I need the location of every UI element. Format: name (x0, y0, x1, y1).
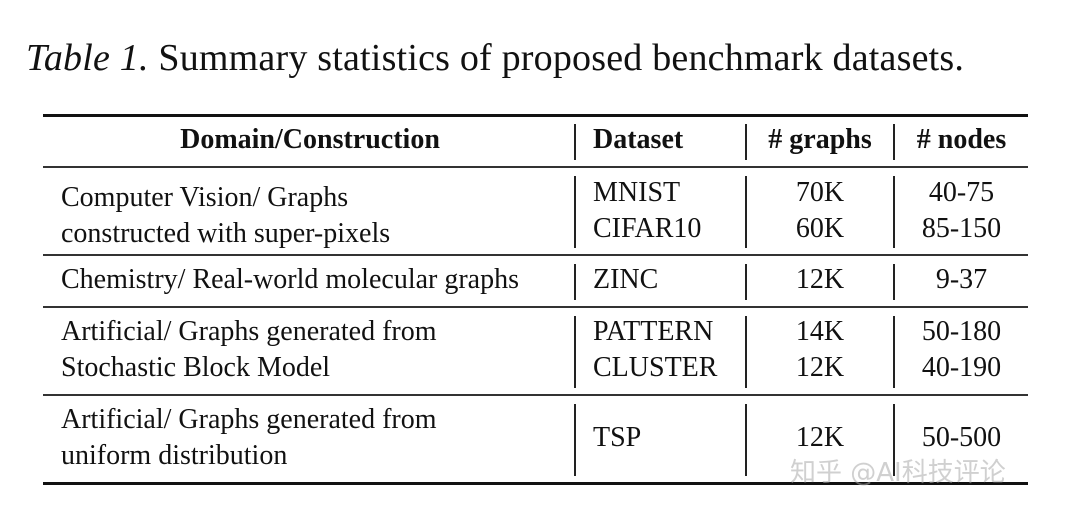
column-divider (574, 124, 576, 160)
graphs-cell: 12K (795, 352, 845, 383)
header-rule (43, 166, 1028, 168)
nodes-cell: 9-37 (935, 264, 988, 295)
group-divider-2 (43, 306, 1028, 308)
table-bottom-rule (43, 482, 1028, 485)
graphs-cell: 70K (795, 177, 845, 208)
group-divider-3 (43, 394, 1028, 396)
domain-line: Artificial/ Graphs generated from (61, 404, 437, 435)
dataset-cell: CIFAR10 (593, 213, 702, 244)
dataset-cell: MNIST (593, 177, 681, 208)
column-divider (893, 124, 895, 160)
column-divider (893, 264, 895, 300)
column-divider (893, 404, 895, 476)
domain-line: Chemistry/ Real-world molecular graphs (61, 264, 519, 295)
table-top-rule (43, 114, 1028, 117)
domain-line: Computer Vision/ Graphs (61, 182, 349, 213)
group-divider-1 (43, 254, 1028, 256)
nodes-cell: 40-75 (928, 177, 995, 208)
graphs-cell: 12K (795, 422, 845, 453)
graphs-cell: 14K (795, 316, 845, 347)
header-domain: Domain/Construction (180, 124, 440, 155)
column-divider (745, 176, 747, 248)
column-divider (745, 124, 747, 160)
column-divider (745, 404, 747, 476)
column-divider (745, 316, 747, 388)
column-divider (574, 176, 576, 248)
domain-line: constructed with super-pixels (61, 218, 391, 249)
nodes-cell: 85-150 (921, 213, 1002, 244)
header-nodes: # nodes (916, 124, 1007, 155)
dataset-cell: PATTERN (593, 316, 714, 347)
domain-line: uniform distribution (61, 440, 288, 471)
domain-line: Stochastic Block Model (61, 352, 331, 383)
column-divider (893, 176, 895, 248)
column-divider (574, 264, 576, 300)
column-divider (574, 404, 576, 476)
table-caption: Table 1. Summary statistics of proposed … (26, 36, 964, 80)
nodes-cell: 40-190 (921, 352, 1002, 383)
nodes-cell: 50-500 (921, 422, 1002, 453)
caption-text: Summary statistics of proposed benchmark… (148, 37, 965, 79)
watermark: 知乎 @AI科技评论 (790, 458, 1006, 488)
header-dataset: Dataset (593, 124, 684, 155)
column-divider (893, 316, 895, 388)
domain-line: Artificial/ Graphs generated from (61, 316, 437, 347)
column-divider (745, 264, 747, 300)
graphs-cell: 60K (795, 213, 845, 244)
dataset-cell: CLUSTER (593, 352, 718, 383)
nodes-cell: 50-180 (921, 316, 1002, 347)
graphs-cell: 12K (795, 264, 845, 295)
column-divider (574, 316, 576, 388)
dataset-cell: TSP (593, 422, 642, 453)
dataset-cell: ZINC (593, 264, 659, 295)
caption-label: Table 1. (26, 37, 149, 79)
header-graphs: # graphs (768, 124, 872, 155)
